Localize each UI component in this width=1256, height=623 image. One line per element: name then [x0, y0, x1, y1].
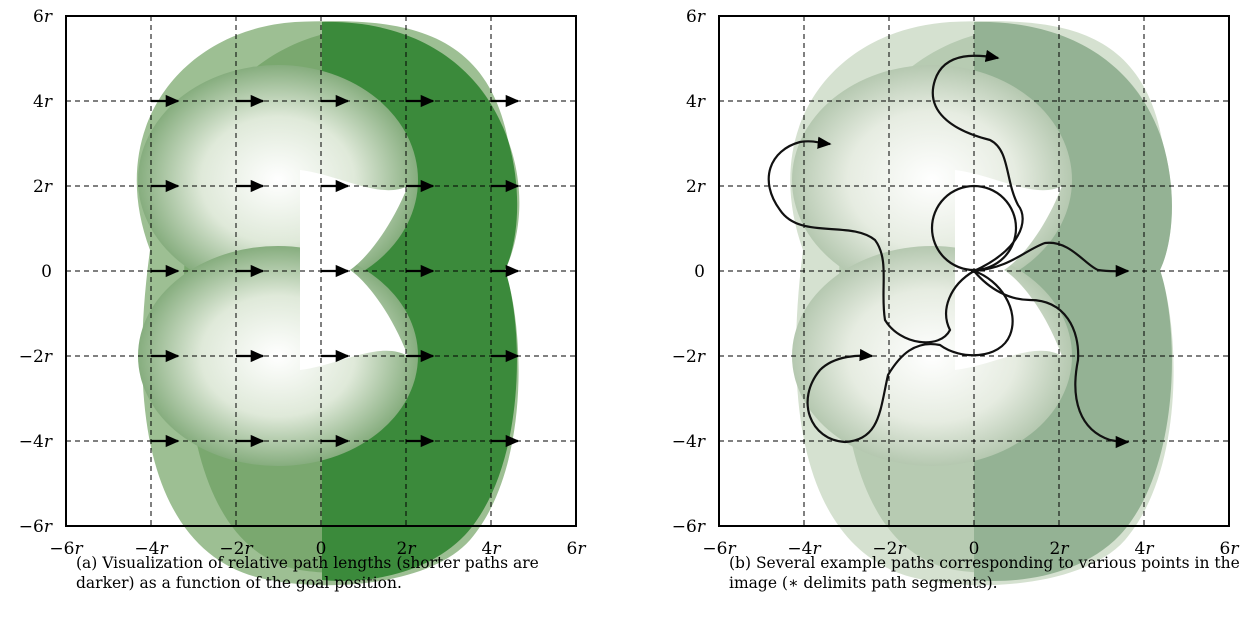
x-tick-label: 6r — [567, 539, 587, 559]
example-path-to-top — [931, 49, 1024, 273]
y-tick-label: 2r — [33, 177, 53, 197]
panel-b-white-notch — [955, 170, 1062, 370]
panel-a-arrows — [151, 94, 520, 448]
y-tick-label: 4r — [33, 92, 53, 112]
x-tick-label: 0 — [969, 539, 980, 559]
y-tick-label: 2r — [686, 177, 706, 197]
example-path-to-right — [973, 241, 1130, 278]
panel-a-white-notch — [300, 170, 408, 370]
panel-b-ticks: −6r −4r −2r 0 2r 4r 6r 6r 4r 2r 0 −2r −4r −6r — [672, 7, 1240, 559]
panel-a-frame — [65, 15, 577, 527]
y-tick-label: −4r — [672, 432, 706, 452]
panel-b-frame — [718, 15, 1230, 527]
y-tick-label: 6r — [33, 7, 53, 27]
caption-b: (b) Several example paths corresponding … — [729, 554, 1240, 592]
panel-b-paths — [767, 49, 1130, 449]
y-tick-label: −6r — [19, 517, 53, 537]
panel-a-ticks: −6r −4r −2r 0 2r 4r 6r 6r 4r 2r 0 −2r −4r −6r — [19, 7, 587, 559]
panel-a-heatmap — [136, 21, 520, 586]
y-tick-label: 0 — [41, 262, 52, 282]
panel-b-heatmap — [790, 21, 1174, 586]
y-tick-label: 6r — [686, 7, 706, 27]
x-tick-label: 4r — [482, 539, 502, 559]
caption-a: (a) Visualization of relative path lengt… — [76, 554, 539, 592]
y-tick-label: −4r — [19, 432, 53, 452]
x-tick-label: 4r — [1135, 539, 1155, 559]
example-path-to-upper-left — [767, 136, 975, 344]
example-path-loop-top — [930, 184, 1018, 272]
panel-b: −6r −4r −2r 0 2r 4r 6r 6r 4r 2r 0 −2r −4r −6r — [672, 7, 1240, 586]
x-tick-label: −4r — [787, 539, 821, 559]
x-tick-label: −2r — [219, 539, 253, 559]
x-tick-label: −6r — [49, 539, 83, 559]
y-tick-label: −2r — [672, 347, 706, 367]
y-tick-label: −6r — [672, 517, 706, 537]
y-tick-label: 4r — [686, 92, 706, 112]
panel-a: −6r −4r −2r 0 2r 4r 6r 6r 4r 2r 0 −2r −4r −6r — [19, 7, 587, 586]
x-tick-label: 0 — [316, 539, 327, 559]
y-tick-label: −2r — [19, 347, 53, 367]
x-tick-label: 6r — [1220, 539, 1240, 559]
x-tick-label: −6r — [702, 539, 736, 559]
example-path-to-lower-right — [973, 270, 1130, 449]
y-tick-label: 0 — [694, 262, 705, 282]
x-tick-label: 2r — [1050, 539, 1070, 559]
x-tick-label: −2r — [872, 539, 906, 559]
example-path-to-lower-left — [806, 269, 1014, 444]
x-tick-label: −4r — [134, 539, 168, 559]
x-tick-label: 2r — [397, 539, 417, 559]
